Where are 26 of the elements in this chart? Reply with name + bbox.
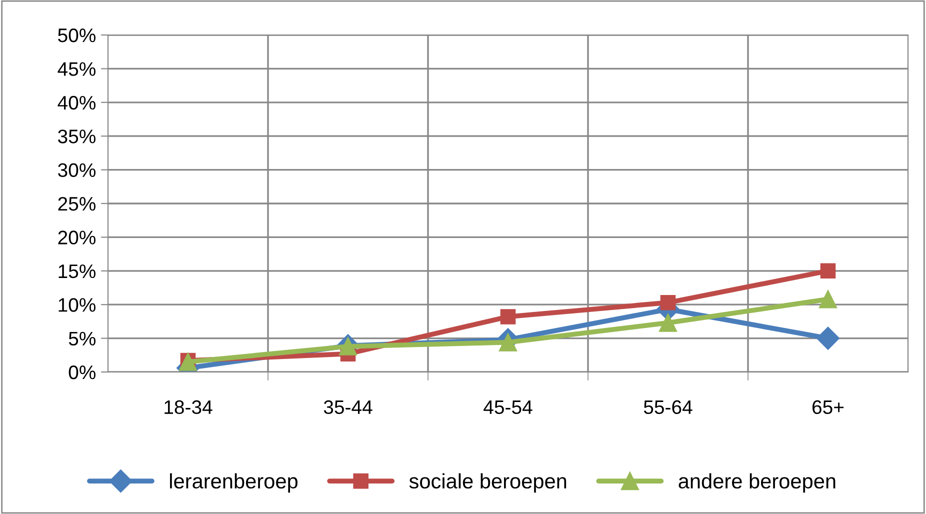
legend-label: andere beroepen [678, 473, 836, 493]
x-tick-label: 45-54 [484, 400, 532, 414]
legend-label: lerarenberoep [170, 473, 298, 493]
x-tick-label: 65+ [812, 400, 844, 414]
y-tick-label: 15% [58, 264, 96, 278]
point [818, 290, 838, 308]
point [500, 309, 516, 324]
x-tick-label: 55-64 [644, 400, 692, 414]
point [820, 263, 836, 279]
y-tick-label: 50% [58, 28, 96, 42]
y-tick-label: 35% [58, 130, 96, 144]
point [498, 333, 518, 352]
y-tick-label: 45% [58, 62, 96, 76]
y-tick-label: 10% [58, 298, 96, 312]
y-tick-label: 20% [58, 230, 96, 244]
legend-label: sociale beroepen [409, 473, 566, 493]
point [660, 294, 676, 310]
x-tick-label: 35-44 [324, 400, 372, 414]
y-tick-label: 40% [58, 96, 96, 110]
y-tick-label: 25% [58, 196, 96, 211]
point [816, 326, 840, 350]
y-tick-label: 5% [68, 332, 96, 346]
y-tick-label: 0% [68, 365, 96, 380]
y-tick-label: 30% [58, 163, 96, 178]
point [658, 314, 678, 332]
x-tick-label: 18-34 [164, 400, 212, 414]
